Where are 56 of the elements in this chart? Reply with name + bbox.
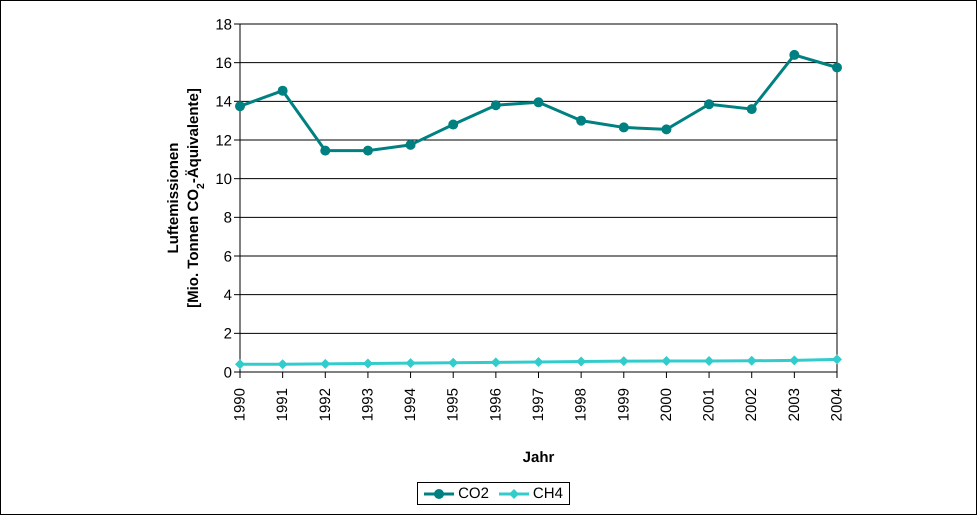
point (576, 356, 586, 367)
x-tick-label: 1999 (615, 388, 632, 422)
legend-label: CH4 (532, 485, 563, 502)
y-tick-label: 14 (215, 94, 232, 111)
x-tick-label: 1992 (316, 388, 334, 422)
y-tick-label: 12 (215, 132, 232, 150)
point (320, 358, 330, 369)
x-tick-label: 1997 (530, 388, 547, 422)
x-tick-label: 1998 (572, 388, 590, 422)
x-axis-title: Jahr (522, 449, 555, 466)
x-tick-label: 1995 (444, 388, 462, 422)
y-tick-label: 10 (215, 170, 232, 188)
point (704, 356, 714, 366)
point (406, 358, 416, 368)
point (618, 122, 629, 132)
y-tick-label: 6 (224, 248, 232, 266)
y-tick-label: 2 (224, 326, 232, 343)
point (278, 86, 288, 96)
x-tick-label: 2002 (743, 388, 760, 422)
point (406, 140, 416, 150)
point (832, 354, 842, 364)
x-tick-label: 1991 (274, 388, 292, 422)
point (746, 356, 757, 366)
x-tick-label: 2001 (700, 388, 718, 422)
point (661, 124, 672, 134)
point (789, 355, 800, 366)
point (278, 359, 288, 370)
point (362, 358, 373, 368)
point (534, 356, 544, 367)
point (448, 120, 458, 130)
x-tick-label: 1990 (232, 388, 248, 422)
x-tick-label: 1993 (359, 388, 376, 422)
point (789, 50, 800, 60)
y-tick-label: 8 (224, 210, 232, 227)
point (490, 100, 501, 110)
x-tick-label: 2000 (658, 388, 675, 422)
point (618, 356, 629, 366)
point (490, 357, 501, 368)
point (576, 116, 586, 126)
legend-label: CO2 (457, 485, 489, 502)
point (235, 359, 245, 370)
y-tick-label: 16 (215, 54, 232, 72)
point (704, 99, 714, 110)
y-tick-label: 18 (215, 16, 232, 34)
x-tick-label: 1996 (487, 388, 504, 422)
x-tick-label: 2004 (828, 388, 846, 422)
point (448, 358, 458, 368)
point (746, 104, 757, 114)
point (534, 97, 544, 108)
y-tick-label: 4 (224, 286, 232, 304)
x-tick-label: 2003 (786, 388, 803, 422)
y-tick-label: 0 (224, 364, 232, 382)
x-tick-label: 1994 (402, 388, 420, 422)
point (362, 146, 373, 156)
point (832, 62, 842, 72)
point (320, 146, 330, 156)
